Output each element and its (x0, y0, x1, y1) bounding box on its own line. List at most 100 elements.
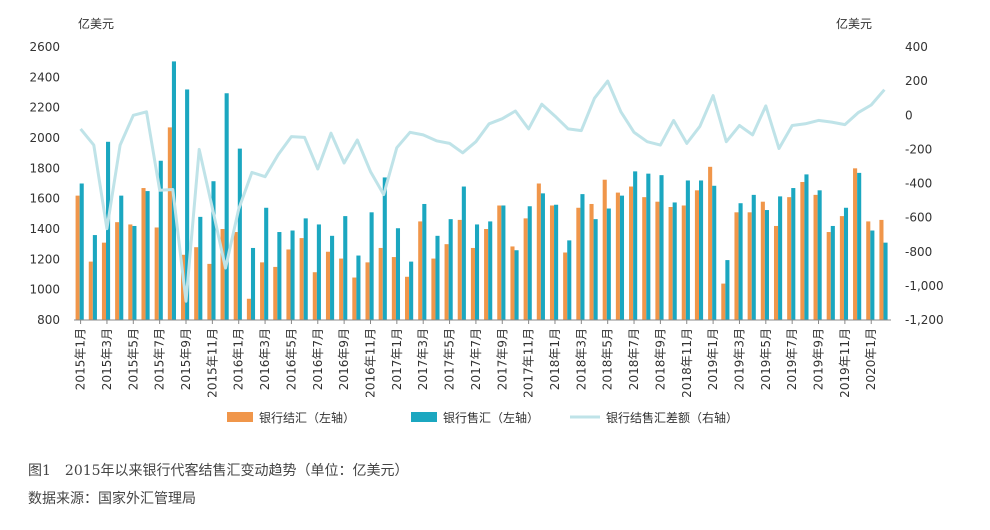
bar-settlement (879, 219, 884, 320)
bar-settlement (497, 205, 502, 320)
legend: 银行结汇（左轴） 银行售汇（左轴） 银行结售汇差额（右轴） (227, 410, 738, 425)
x-tick-label: 2018年9月 (653, 328, 667, 390)
bar-settlement (721, 283, 726, 320)
left-tick-label: 1400 (29, 222, 60, 236)
bar-settlement (339, 258, 344, 320)
bar-settlement (88, 261, 93, 320)
x-tick-label: 2019年5月 (759, 328, 773, 390)
bar-sales (356, 255, 361, 320)
bar-sales (422, 203, 427, 320)
bar-settlement (668, 207, 673, 320)
bar-sales (290, 230, 295, 320)
left-axis: 800 1000 1200 1400 1600 1800 2000 2200 2400 2600 (29, 40, 60, 327)
bar-sales (672, 202, 677, 320)
bar-sales (791, 188, 796, 320)
left-tick-label: 2600 (29, 40, 60, 54)
bar-settlement (154, 227, 159, 320)
bar-settlement (484, 229, 489, 320)
bar-sales (712, 185, 717, 320)
bar-settlement (207, 263, 212, 320)
bar-sales (646, 173, 651, 320)
bar-settlement (128, 224, 133, 320)
bar-sales (554, 204, 559, 320)
bar-settlement (629, 186, 634, 320)
right-tick-label: 200 (905, 74, 928, 88)
left-tick-label: 1800 (29, 161, 60, 175)
bar-sales (738, 203, 743, 320)
x-tick-label: 2016年7月 (311, 328, 325, 390)
bar-sales (145, 191, 150, 320)
bar-sales (751, 194, 756, 320)
bar-sales (883, 242, 888, 320)
chart: 亿美元 亿美元 80010001200140016001800200022002… (29, 16, 944, 425)
bar-sales (685, 180, 690, 320)
x-tick-label: 2019年3月 (733, 328, 747, 390)
x-tick-label: 2015年5月 (126, 328, 140, 390)
bar-settlement (220, 229, 225, 320)
bar-sales (158, 160, 163, 320)
x-tick-label: 2016年9月 (337, 328, 351, 390)
x-tick-label: 2016年1月 (232, 328, 246, 390)
bar-settlement (839, 216, 844, 320)
bar-settlement (246, 298, 251, 320)
bar-settlement (826, 232, 831, 320)
bar-sales (540, 193, 545, 320)
right-tick-label: -600 (905, 211, 932, 225)
bar-sales (830, 225, 835, 320)
x-tick-label: 2016年3月 (258, 328, 272, 390)
bar-settlement (576, 207, 581, 320)
bar-sales (593, 219, 598, 320)
left-tick-label: 1000 (29, 283, 60, 297)
figure-source: 数据来源：国家外汇管理局 (28, 491, 196, 507)
bar-sales (461, 186, 466, 320)
x-tick-label: 2018年1月 (548, 328, 562, 390)
bar-settlement (233, 232, 238, 320)
legend-label: 银行结售汇差额（右轴） (606, 410, 738, 425)
bar-sales (659, 175, 664, 320)
bar-sales (409, 261, 414, 320)
bars (75, 61, 888, 321)
bar-sales (132, 225, 137, 320)
legend-swatch (227, 412, 253, 422)
right-axis: -1,200 -1,000 -800 -600 -400 -200 0 200 400 (905, 40, 944, 327)
bar-sales (435, 235, 440, 320)
bar-sales (316, 224, 321, 320)
x-tick-label: 2017年7月 (469, 328, 483, 390)
bar-settlement (866, 221, 871, 320)
x-tick-label: 2015年1月 (74, 328, 88, 390)
x-tick-label: 2018年3月 (574, 328, 588, 390)
left-tick-label: 1600 (29, 192, 60, 206)
bar-settlement (787, 197, 792, 320)
bar-settlement (615, 192, 620, 320)
bar-settlement (549, 205, 555, 320)
right-axis-unit: 亿美元 (836, 16, 872, 31)
bar-sales (567, 240, 572, 320)
balance-line (79, 79, 886, 303)
bar-settlement (141, 188, 146, 320)
bar-settlement (101, 242, 107, 320)
bar-settlement (418, 221, 423, 320)
bar-sales (277, 232, 282, 320)
bar-sales (870, 230, 875, 320)
bar-settlement (391, 257, 396, 320)
bar-settlement (510, 246, 515, 320)
bar-sales (303, 218, 308, 320)
bar-settlement (431, 258, 436, 320)
legend-label: 银行售汇（左轴） (443, 410, 539, 425)
bar-settlement (563, 252, 568, 320)
x-tick-label: 2019年9月 (812, 328, 826, 390)
bar-settlement (747, 212, 752, 320)
bar-sales (343, 216, 348, 320)
bar-sales (119, 195, 124, 320)
x-tick-label: 2018年11月 (680, 328, 694, 398)
right-tick-label: -1,000 (905, 279, 944, 293)
bar-sales (764, 210, 769, 320)
bar-settlement (708, 166, 713, 320)
left-tick-label: 2000 (29, 131, 60, 145)
bar-settlement (470, 247, 475, 320)
bar-sales (264, 207, 269, 320)
right-tick-label: 400 (905, 40, 928, 54)
x-tick-label: 2019年11月 (838, 328, 852, 398)
bar-sales (580, 194, 585, 320)
bar-settlement (115, 222, 120, 320)
